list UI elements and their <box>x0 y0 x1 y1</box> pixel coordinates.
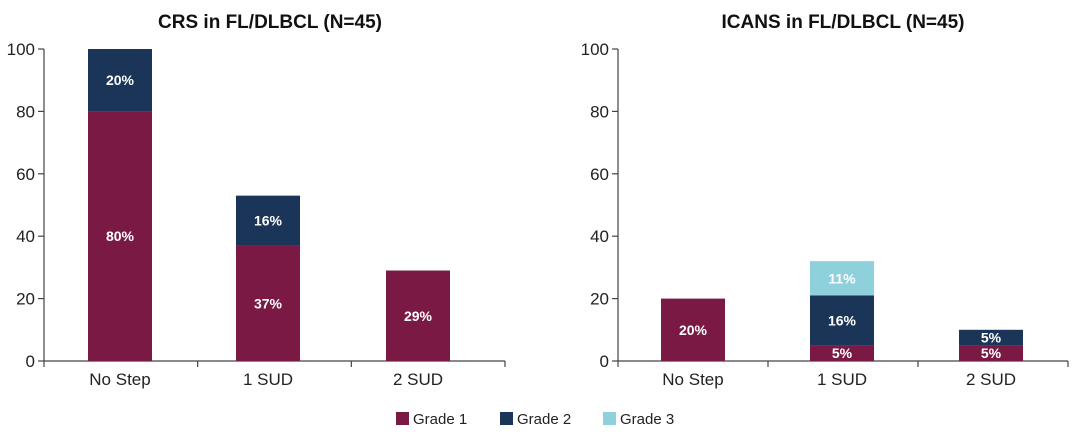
y-tick-label: 0 <box>600 352 609 371</box>
legend-label-grade3: Grade 3 <box>620 411 674 428</box>
bar-value-label: 16% <box>828 312 857 328</box>
y-tick-label: 0 <box>26 352 35 371</box>
bar-value-label: 5% <box>832 345 853 361</box>
bar-grade1 <box>386 270 450 361</box>
bar-grade1 <box>236 245 300 361</box>
bar-value-label: 16% <box>254 213 283 229</box>
bar-grade1 <box>661 298 725 361</box>
y-tick-label: 80 <box>590 102 609 121</box>
legend-swatch-grade3 <box>603 412 616 425</box>
x-category-label: 1 SUD <box>817 370 867 389</box>
bar-grade3 <box>810 261 874 296</box>
bar-value-label: 5% <box>981 330 1002 346</box>
x-category-label: No Step <box>89 370 150 389</box>
x-category-label: 1 SUD <box>243 370 293 389</box>
bar-value-label: 5% <box>981 345 1002 361</box>
chart-title: CRS in FL/DLBCL (N=45) <box>158 12 382 33</box>
legend-label-grade2: Grade 2 <box>517 411 571 428</box>
bar-value-label: 29% <box>404 308 433 324</box>
bar-value-label: 80% <box>106 228 135 244</box>
bar-grade1 <box>959 345 1023 361</box>
y-tick-label: 40 <box>590 227 609 246</box>
x-category-label: No Step <box>662 370 723 389</box>
y-tick-label: 60 <box>16 165 35 184</box>
legend: Grade 1 Grade 2 Grade 3 <box>396 411 674 428</box>
bar-value-label: 20% <box>679 322 708 338</box>
y-tick-label: 100 <box>7 40 35 59</box>
y-tick-label: 60 <box>590 165 609 184</box>
y-tick-label: 20 <box>16 290 35 309</box>
chart-panel-1: CRS in FL/DLBCL (N=45) 0 20 40 60 80 100 80% 20%… <box>7 12 506 389</box>
chart-title: ICANS in FL/DLBCL (N=45) <box>722 12 965 33</box>
legend-label-grade1: Grade 1 <box>413 411 467 428</box>
y-tick-label: 40 <box>16 227 35 246</box>
x-category-label: 2 SUD <box>966 370 1016 389</box>
bar-value-label: 37% <box>254 295 283 311</box>
bar-grade2 <box>959 329 1023 346</box>
y-tick-label: 100 <box>581 40 609 59</box>
legend-swatch-grade1 <box>396 412 409 425</box>
bar-value-label: 20% <box>106 72 135 88</box>
bar-grade1 <box>810 345 874 361</box>
bar-value-label: 11% <box>828 270 856 286</box>
bar-grade1 <box>88 111 152 362</box>
x-category-label: 2 SUD <box>393 370 443 389</box>
bar-grade2 <box>88 49 152 112</box>
y-tick-label: 80 <box>16 102 35 121</box>
y-tick-label: 20 <box>590 290 609 309</box>
bar-grade2 <box>810 295 874 346</box>
chart-panel-2: ICANS in FL/DLBCL (N=45) 0 20 40 60 80 100 20% N… <box>581 12 1069 389</box>
legend-swatch-grade2 <box>500 412 513 425</box>
bar-grade2 <box>236 195 300 246</box>
